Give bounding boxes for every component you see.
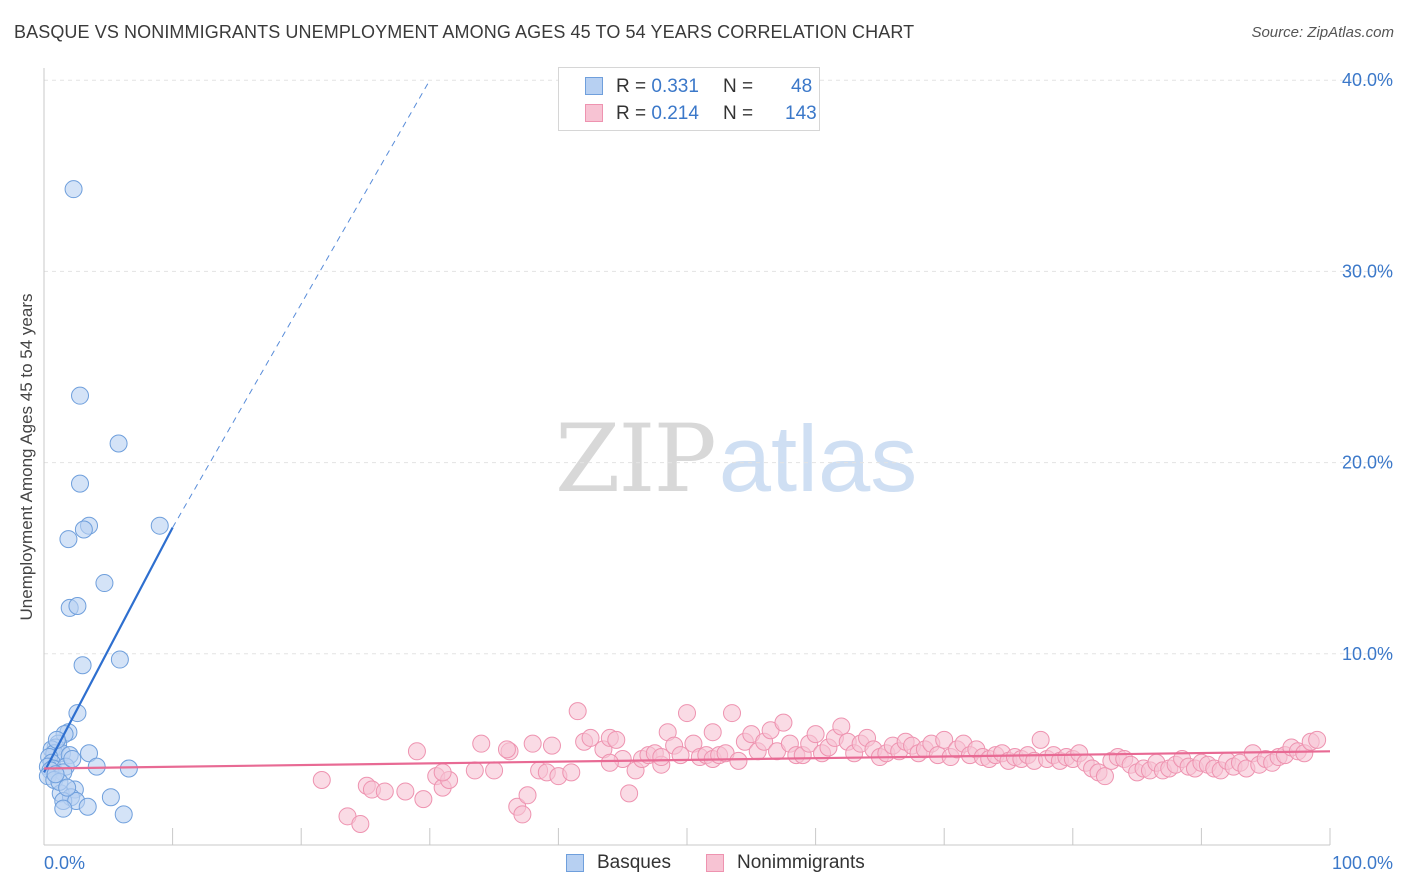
nonimmigrants-point xyxy=(703,723,722,742)
basques-trend-extension xyxy=(172,79,431,528)
basques-point xyxy=(71,386,90,405)
nonimmigrants-point xyxy=(375,782,394,801)
nonimmigrants-point xyxy=(518,786,537,805)
nonimmigrants-point xyxy=(433,763,452,782)
nonimmigrants-r-label: R = xyxy=(616,103,647,124)
y-tick-label: 30.0% xyxy=(1342,261,1393,281)
basques-swatch xyxy=(585,77,603,95)
basques-point xyxy=(114,805,133,824)
basques-point xyxy=(80,744,99,763)
basques-point xyxy=(74,520,93,539)
nonimmigrants-point xyxy=(542,736,561,755)
nonimmigrants-point xyxy=(729,751,748,770)
nonimmigrants-point xyxy=(465,761,484,780)
basques-point xyxy=(150,516,169,535)
basques-point xyxy=(109,434,128,453)
basques-point xyxy=(71,474,90,493)
basques-point xyxy=(78,797,97,816)
nonimmigrants-point xyxy=(513,805,532,824)
basques-point xyxy=(87,757,106,776)
nonimmigrants-n-label: N = xyxy=(723,103,754,124)
nonimmigrants-point xyxy=(312,770,331,789)
nonimmigrants-point xyxy=(485,761,504,780)
basques-point xyxy=(63,749,82,768)
nonimmigrants-point xyxy=(652,748,671,767)
nonimmigrants-point xyxy=(472,734,491,753)
basques-legend-label: Basques xyxy=(597,852,671,873)
basques-trend-line xyxy=(43,527,174,773)
basques-r-value: 0.331 xyxy=(651,76,699,97)
basques-point xyxy=(54,799,73,818)
nonimmigrants-point xyxy=(1095,767,1114,786)
y-axis-label: Unemployment Among Ages 45 to 54 years xyxy=(17,293,36,621)
basques-n-label: N = xyxy=(723,76,754,97)
nonimmigrants-point xyxy=(562,763,581,782)
y-tick-label: 20.0% xyxy=(1342,453,1393,473)
nonimmigrants-point xyxy=(1031,730,1050,749)
y-tick-label: 10.0% xyxy=(1342,644,1393,664)
basques-point xyxy=(46,765,65,784)
source-credit: Source: ZipAtlas.com xyxy=(1251,24,1394,41)
y-tick-label: 40.0% xyxy=(1342,70,1393,90)
nonimmigrants-point xyxy=(351,814,370,833)
nonimmigrants-point xyxy=(806,725,825,744)
watermark-zip: ZIP xyxy=(555,405,717,514)
nonimmigrants-point xyxy=(581,728,600,747)
chart-title: BASQUE VS NONIMMIGRANTS UNEMPLOYMENT AMO… xyxy=(14,22,915,42)
correlation-legend: R = 0.331 N = 48 R = 0.214 N = 143 xyxy=(558,67,820,131)
nonimmigrants-legend-label: Nonimmigrants xyxy=(737,852,865,873)
basques-legend-swatch xyxy=(566,854,584,872)
nonimmigrants-point xyxy=(774,713,793,732)
basques-point xyxy=(68,597,87,615)
nonimmigrants-point xyxy=(1308,730,1327,749)
nonimmigrants-point xyxy=(497,740,516,759)
nonimmigrants-point xyxy=(678,704,696,723)
nonimmigrants-trend-line xyxy=(43,750,1331,770)
nonimmigrants-r-value: 0.214 xyxy=(651,103,699,124)
basques-point xyxy=(101,788,120,807)
nonimmigrants-point xyxy=(414,790,433,809)
nonimmigrants-point xyxy=(607,730,626,749)
nonimmigrants-point xyxy=(832,717,851,736)
nonimmigrants-point xyxy=(396,782,415,801)
x-tick-label: 0.0% xyxy=(44,853,85,873)
x-tick-label: 100.0% xyxy=(1332,853,1393,873)
nonimmigrants-point xyxy=(723,704,742,723)
basques-r-label: R = xyxy=(616,76,647,97)
nonimmigrants-n-value: 143 xyxy=(785,103,817,124)
nonimmigrants-point xyxy=(935,730,954,749)
nonimmigrants-swatch xyxy=(585,104,603,122)
basques-point xyxy=(73,656,92,675)
nonimmigrants-point xyxy=(568,702,587,721)
nonimmigrants-legend-swatch xyxy=(706,854,724,872)
nonimmigrants-point xyxy=(523,734,542,753)
watermark-atlas: atlas xyxy=(718,406,918,511)
nonimmigrants-point xyxy=(600,753,619,772)
nonimmigrants-point xyxy=(407,742,426,761)
basques-n-value: 48 xyxy=(791,76,813,97)
watermark: ZIPatlas xyxy=(555,405,917,514)
basques-point xyxy=(58,778,77,797)
basques-point xyxy=(64,180,83,199)
basques-point xyxy=(95,574,114,593)
nonimmigrants-point xyxy=(620,784,639,803)
basques-point xyxy=(110,650,129,669)
basques-point xyxy=(59,530,78,549)
